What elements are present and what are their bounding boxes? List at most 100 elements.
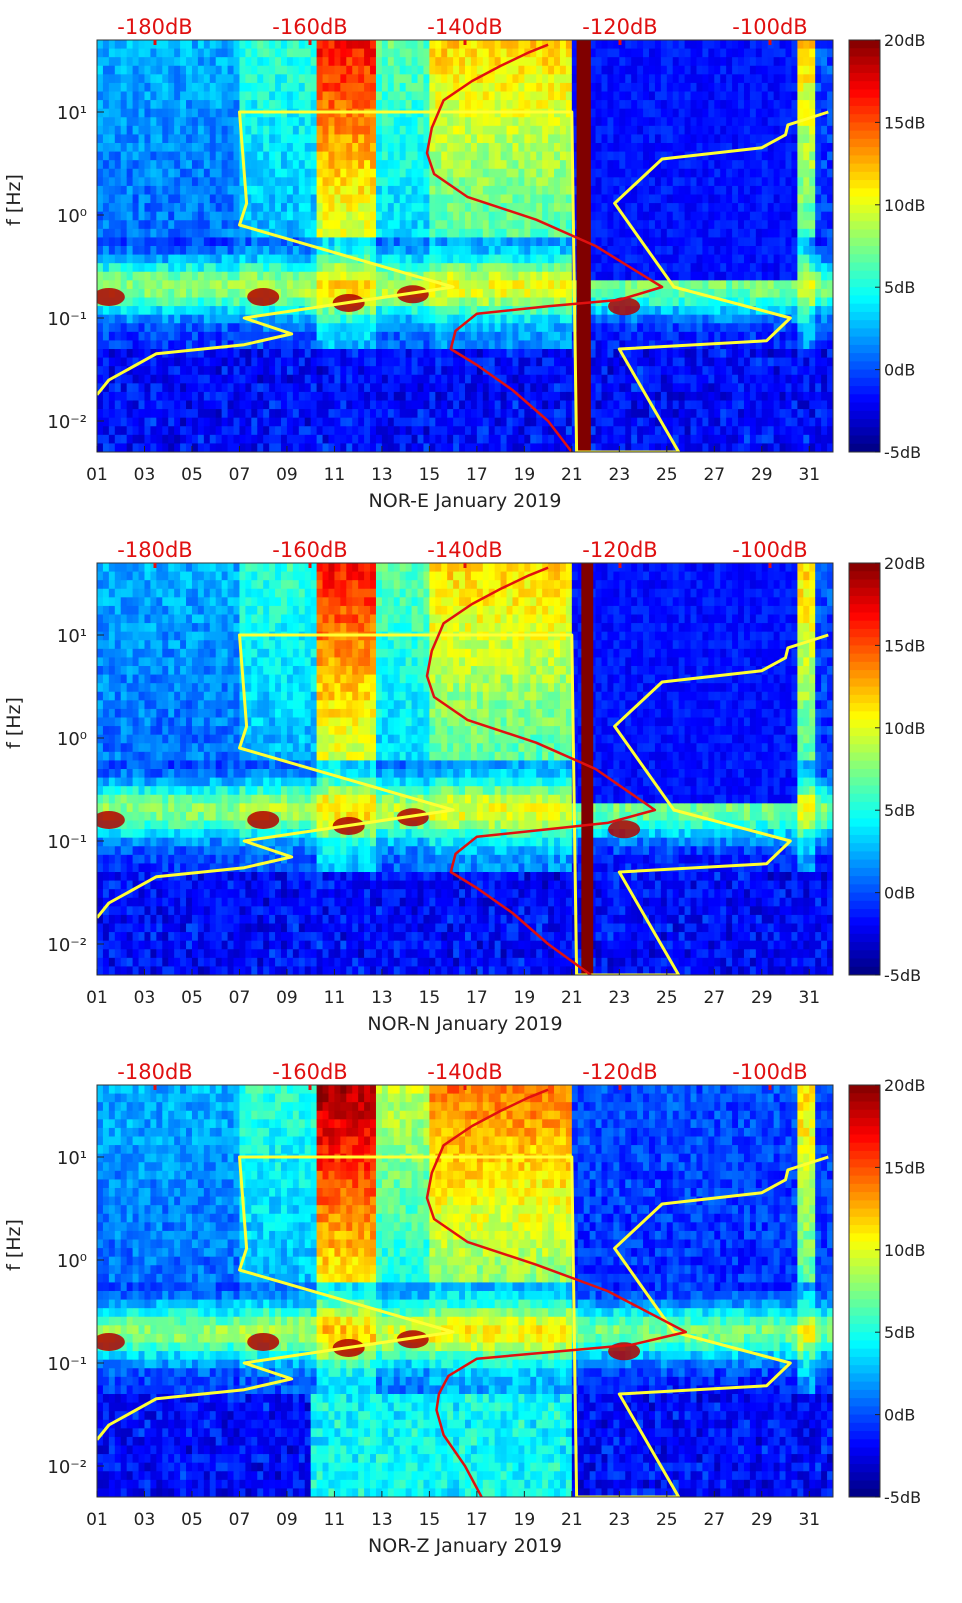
colorbar-segment	[849, 98, 880, 107]
colorbar-segment	[849, 1233, 880, 1242]
colorbar-tick-label: 20dB	[884, 31, 926, 50]
colorbar-segment	[849, 1373, 880, 1382]
x-tick-label: 11	[324, 465, 346, 485]
x-tick-label: 19	[514, 1510, 536, 1530]
colorbar-segment	[849, 419, 880, 428]
x-tick-label: 25	[656, 988, 678, 1008]
colorbar-segment	[849, 361, 880, 370]
y-tick-label: 10⁻¹	[47, 1354, 87, 1375]
colorbar-segment	[849, 1415, 880, 1424]
top-tick-label: -180dB	[117, 1060, 192, 1084]
colorbar-segment	[849, 1365, 880, 1374]
x-tick-label: 03	[134, 465, 156, 485]
x-tick-label: 27	[703, 1510, 725, 1530]
colorbar-segment	[849, 1332, 880, 1341]
colorbar-segment	[849, 147, 880, 156]
top-tick-label: -180dB	[117, 15, 192, 39]
x-tick-label: 31	[798, 1510, 820, 1530]
storm-blob	[247, 1333, 279, 1351]
top-tick-label: -140dB	[427, 538, 502, 562]
storm-blob	[93, 1333, 125, 1351]
top-tick-label: -160dB	[272, 15, 347, 39]
colorbar-tick-label: 15dB	[884, 113, 926, 132]
colorbar-segment	[849, 403, 880, 412]
colorbar-segment	[849, 221, 880, 230]
colorbar-segment	[849, 197, 880, 206]
x-tick-label: 13	[371, 465, 393, 485]
colorbar-segment	[849, 835, 880, 844]
x-tick-label: 19	[514, 988, 536, 1008]
spectrogram-heatmap	[93, 40, 834, 453]
colorbar-tick-label: 5dB	[884, 801, 915, 820]
storm-blob	[247, 811, 279, 829]
colorbar-segment	[849, 48, 880, 57]
x-tick-label: 31	[798, 988, 820, 1008]
colorbar-segment	[849, 1299, 880, 1308]
colorbar-segment	[849, 1291, 880, 1300]
colorbar-segment	[849, 967, 880, 976]
top-tick-label: -100dB	[732, 538, 807, 562]
colorbar-segment	[849, 328, 880, 337]
colorbar-segment	[849, 1110, 880, 1119]
colorbar-tick-label: 10dB	[884, 196, 926, 215]
x-tick-label: 17	[466, 1510, 488, 1530]
colorbar-segment	[849, 1266, 880, 1275]
top-tick-label: -100dB	[732, 1060, 807, 1084]
x-tick-label: 01	[86, 988, 108, 1008]
colorbar-segment	[849, 1307, 880, 1316]
y-axis-label: f [Hz]	[3, 697, 25, 749]
colorbar-segment	[849, 645, 880, 654]
colorbar-segment	[849, 271, 880, 280]
colorbar-segment	[849, 1209, 880, 1218]
colorbar-segment	[849, 769, 880, 778]
colorbar-segment	[849, 139, 880, 148]
y-tick-label: 10⁻²	[47, 935, 87, 956]
data-gap-band	[581, 563, 593, 975]
colorbar-segment	[849, 563, 880, 572]
colorbar-segment	[849, 172, 880, 181]
colorbar-segment	[849, 596, 880, 605]
colorbar-segment	[849, 262, 880, 271]
colorbar-segment	[849, 1126, 880, 1135]
colorbar-segment	[849, 1275, 880, 1284]
colorbar-segment	[849, 588, 880, 597]
x-tick-label: 11	[324, 988, 346, 1008]
colorbar-segment	[849, 386, 880, 395]
colorbar-tick-label: 5dB	[884, 278, 915, 297]
spectrogram-heatmap	[93, 1085, 834, 1498]
colorbar-segment	[849, 1324, 880, 1333]
colorbar-segment	[849, 106, 880, 115]
colorbar-segment	[849, 1423, 880, 1432]
colorbar-segment	[849, 1258, 880, 1267]
colorbar-segment	[849, 777, 880, 786]
colorbar-tick-label: -5dB	[884, 1488, 921, 1507]
x-tick-label: 15	[419, 1510, 441, 1530]
x-tick-label: 03	[134, 988, 156, 1008]
y-tick-label: 10¹	[57, 626, 87, 647]
colorbar-segment	[849, 1456, 880, 1465]
top-tick-label: -140dB	[427, 15, 502, 39]
top-tick-label: -120dB	[582, 538, 657, 562]
top-tick-label: -160dB	[272, 1060, 347, 1084]
colorbar-segment	[849, 959, 880, 968]
x-tick-label: 23	[609, 465, 631, 485]
colorbar-segment	[849, 695, 880, 704]
colorbar-segment	[849, 427, 880, 436]
colorbar-tick-label: -5dB	[884, 443, 921, 462]
colorbar-segment	[849, 720, 880, 729]
x-tick-label: 03	[134, 1510, 156, 1530]
y-tick-label: 10¹	[57, 103, 87, 124]
x-axis-label: NOR-Z January 2019	[368, 1535, 562, 1557]
colorbar-segment	[849, 394, 880, 403]
colorbar-segment	[849, 670, 880, 679]
storm-blob	[608, 820, 640, 838]
x-tick-label: 05	[181, 988, 203, 1008]
colorbar-segment	[849, 654, 880, 663]
x-tick-label: 29	[751, 465, 773, 485]
y-tick-label: 10⁰	[57, 729, 87, 750]
colorbar-segment	[849, 1085, 880, 1094]
x-tick-label: 15	[419, 988, 441, 1008]
colorbar-segment	[849, 1134, 880, 1143]
colorbar-segment	[849, 1167, 880, 1176]
